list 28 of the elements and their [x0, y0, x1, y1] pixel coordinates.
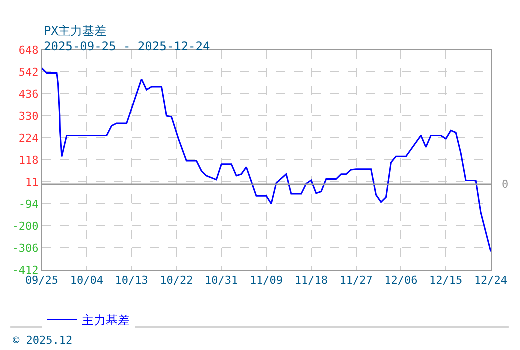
x-tick-label: 11/18 — [294, 274, 328, 288]
y-tick-label: -306 — [12, 242, 39, 255]
chart-subtitle: 2025-09-25 - 2025-12-24 — [44, 40, 210, 54]
y-tick-label: 224 — [18, 132, 40, 145]
chart-title: PX主力基差 — [44, 24, 106, 38]
y-tick-label: 330 — [18, 110, 39, 123]
line-series — [42, 68, 491, 252]
ref-line-label: 0 — [502, 178, 509, 191]
x-tick-label: 10/04 — [70, 274, 104, 288]
y-tick-label: 542 — [18, 66, 39, 79]
x-tick-label: 12/24 — [474, 274, 508, 288]
x-tick-label: 12/06 — [384, 274, 418, 288]
y-tick-label: 648 — [18, 44, 39, 57]
y-tick-label: 118 — [18, 154, 39, 167]
x-tick-label: 10/13 — [115, 274, 148, 288]
legend-label: 主力基差 — [82, 313, 130, 328]
text: © 2025.12 — [13, 334, 73, 347]
y-tick-label: 436 — [18, 88, 39, 101]
x-tick-label: 12/15 — [430, 274, 463, 288]
y-tick-label: -94 — [18, 198, 40, 211]
y-tick-label: -412 — [12, 264, 39, 277]
x-tick-label: 09/25 — [25, 274, 59, 288]
x-tick-label: 11/09 — [250, 274, 284, 288]
x-tick-label: 11/27 — [340, 274, 373, 288]
x-tick-label: 10/31 — [205, 274, 238, 288]
y-tick-label: 11 — [26, 176, 39, 190]
x-tick-label: 10/22 — [160, 274, 194, 288]
y-tick-label: -200 — [12, 220, 39, 233]
